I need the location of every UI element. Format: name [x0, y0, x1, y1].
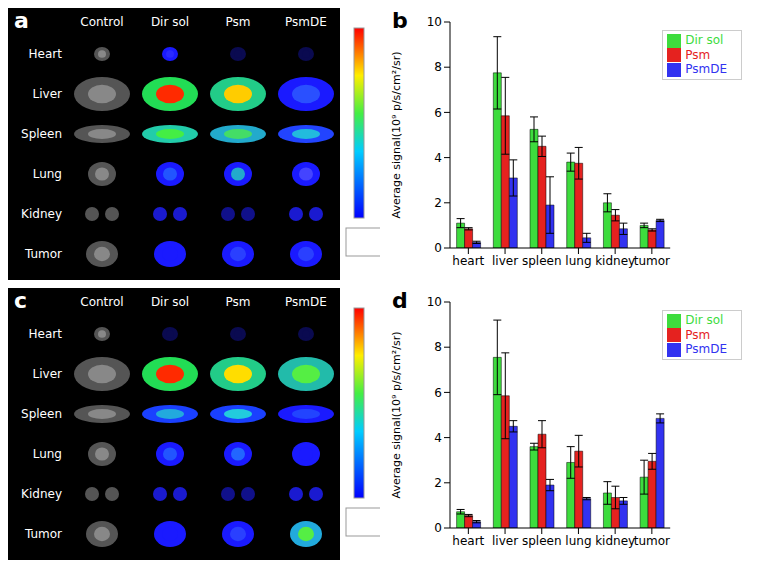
- svg-text:tumor: tumor: [634, 534, 670, 548]
- svg-text:spleen: spleen: [522, 254, 562, 268]
- svg-text:Control: Control: [80, 15, 123, 29]
- svg-text:Spleen: Spleen: [21, 407, 62, 421]
- svg-text:kidney: kidney: [595, 254, 635, 268]
- html-text:Psm: Psm: [685, 327, 711, 342]
- svg-text:Tumor: Tumor: [24, 527, 62, 541]
- svg-text:Spleen: Spleen: [21, 127, 62, 141]
- svg-text:2: 2: [434, 196, 442, 210]
- svg-text:kidney: kidney: [595, 534, 635, 548]
- svg-text:a: a: [14, 8, 29, 33]
- svg-text:Kidney: Kidney: [21, 487, 62, 501]
- svg-text:10: 10: [427, 295, 442, 309]
- html-text:b: b: [392, 8, 408, 33]
- svg-text:Dir sol: Dir sol: [151, 15, 189, 29]
- svg-text:Dir sol: Dir sol: [151, 295, 189, 309]
- svg-text:Heart: Heart: [29, 47, 63, 61]
- svg-text:Average signal(10⁹ p/s/cm²/sr): Average signal(10⁹ p/s/cm²/sr): [390, 52, 403, 219]
- svg-text:liver: liver: [492, 254, 518, 268]
- svg-text:Psm: Psm: [226, 15, 251, 29]
- html-text:d: d: [392, 288, 408, 313]
- svg-text:4: 4: [434, 151, 442, 165]
- svg-text:8: 8: [434, 60, 442, 74]
- svg-text:PsmDE: PsmDE: [285, 15, 327, 29]
- svg-text:10: 10: [427, 15, 442, 29]
- svg-text:Average signal(10⁹ p/s/cm²/sr): Average signal(10⁹ p/s/cm²/sr): [390, 332, 403, 499]
- svg-text:spleen: spleen: [522, 534, 562, 548]
- html-text:Dir sol: Dir sol: [685, 313, 724, 327]
- svg-text:PsmDE: PsmDE: [285, 295, 327, 309]
- svg-text:Heart: Heart: [29, 327, 63, 341]
- html-text:Dir sol: Dir sol: [685, 33, 724, 47]
- svg-text:0: 0: [434, 241, 442, 255]
- svg-text:Control: Control: [80, 295, 123, 309]
- svg-text:heart: heart: [452, 254, 484, 268]
- svg-text:Lung: Lung: [33, 447, 62, 461]
- svg-text:Tumor: Tumor: [24, 247, 62, 261]
- svg-text:Psm: Psm: [226, 295, 251, 309]
- svg-text:Liver: Liver: [33, 367, 63, 381]
- svg-text:heart: heart: [452, 534, 484, 548]
- svg-text:tumor: tumor: [634, 254, 670, 268]
- svg-text:lung: lung: [565, 534, 591, 548]
- svg-text:0: 0: [434, 521, 442, 535]
- svg-text:Lung: Lung: [33, 167, 62, 181]
- svg-text:lung: lung: [565, 254, 591, 268]
- svg-text:6: 6: [434, 106, 442, 120]
- svg-text:4: 4: [434, 431, 442, 445]
- html-text:Psm: Psm: [685, 47, 711, 62]
- svg-text:8: 8: [434, 340, 442, 354]
- svg-text:Liver: Liver: [33, 87, 63, 101]
- svg-text:6: 6: [434, 386, 442, 400]
- svg-text:2: 2: [434, 476, 442, 490]
- svg-text:liver: liver: [492, 534, 518, 548]
- svg-text:c: c: [14, 288, 27, 313]
- svg-text:Kidney: Kidney: [21, 207, 62, 221]
- html-text:PsmDE: PsmDE: [685, 342, 727, 356]
- html-text:PsmDE: PsmDE: [685, 62, 727, 76]
